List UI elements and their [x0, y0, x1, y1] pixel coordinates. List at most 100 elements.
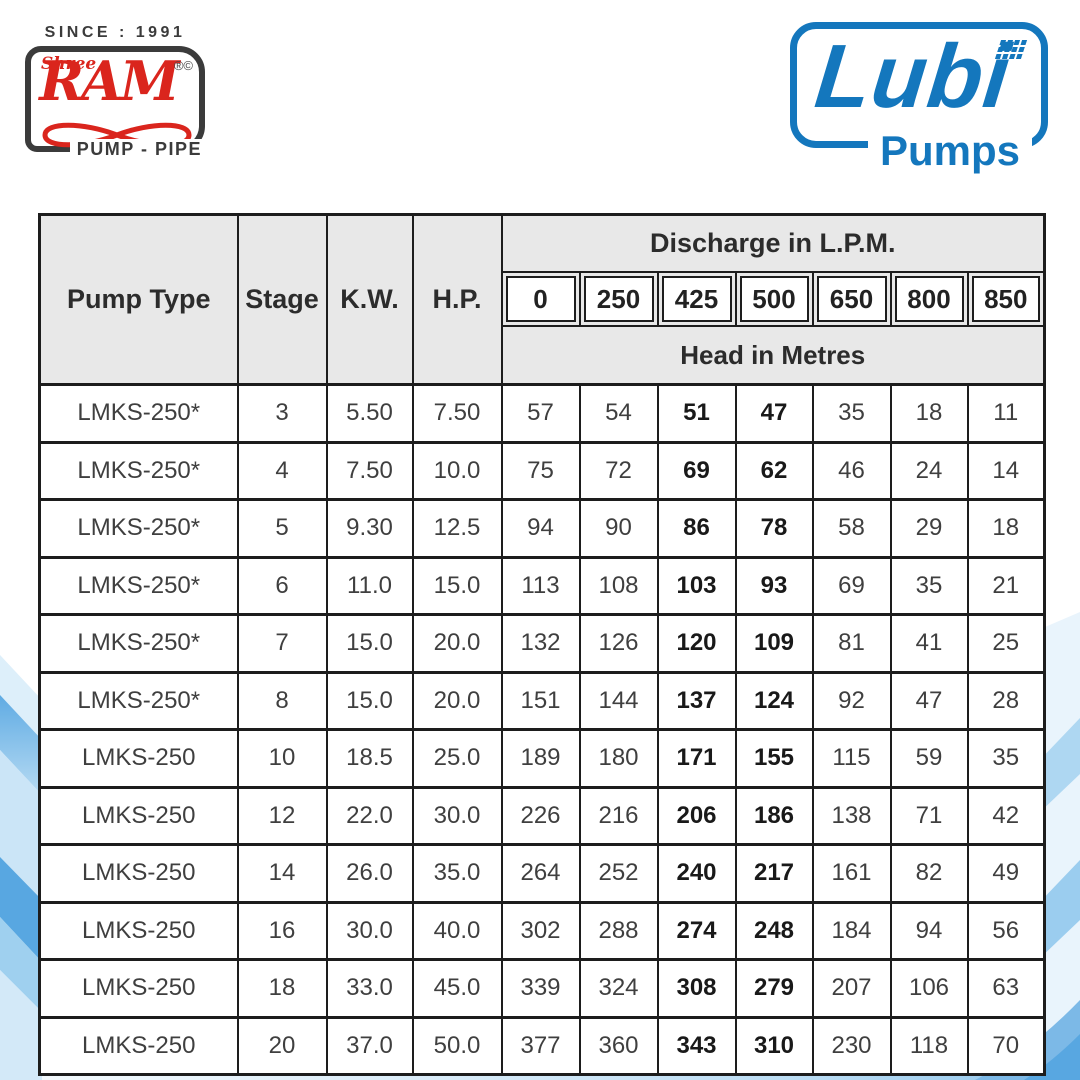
- hp-cell: 7.50: [411, 383, 503, 444]
- ram-wordmark: RAM: [39, 49, 180, 113]
- kw-cell: 7.50: [325, 440, 414, 501]
- head-value-cell: 308: [656, 958, 737, 1019]
- head-value-cell: 113: [500, 555, 581, 616]
- head-value-cell: 115: [811, 728, 892, 789]
- head-value-cell: 360: [578, 1015, 659, 1076]
- head-value-cell: 108: [578, 555, 659, 616]
- discharge-value: 500: [739, 276, 809, 322]
- head-value-cell: 42: [966, 785, 1046, 846]
- head-value-cell: 137: [656, 670, 737, 731]
- discharge-value-cell: 850: [966, 271, 1046, 327]
- stage-cell: 12: [236, 785, 328, 846]
- head-value-cell: 240: [656, 843, 737, 904]
- pump-type-cell: LMKS-250*: [38, 613, 239, 674]
- discharge-value-cell: 500: [734, 271, 814, 327]
- hp-cell: 30.0: [411, 785, 503, 846]
- head-value-cell: 206: [656, 785, 737, 846]
- head-value-cell: 216: [578, 785, 659, 846]
- column-header-stage: Stage: [236, 213, 328, 386]
- stage-cell: 8: [236, 670, 328, 731]
- head-value-cell: 57: [500, 383, 581, 444]
- head-value-cell: 78: [734, 498, 814, 559]
- head-value-cell: 70: [966, 1015, 1046, 1076]
- ram-logo-frame: Shree RAM ®© PUMP - PIPE: [25, 46, 209, 160]
- head-value-cell: 81: [811, 613, 892, 674]
- pump-type-cell: LMKS-250: [38, 785, 239, 846]
- table-row: LMKS-250* 3 5.50 7.50 57 54 51 47 35 18 11: [38, 383, 1046, 444]
- pump-type-cell: LMKS-250: [38, 958, 239, 1019]
- head-value-cell: 24: [889, 440, 969, 501]
- kw-cell: 15.0: [325, 613, 414, 674]
- table-row: LMKS-250* 7 15.0 20.0 132 126 120 109 81 41 25: [38, 613, 1046, 674]
- head-value-cell: 62: [734, 440, 814, 501]
- head-value-cell: 302: [500, 900, 581, 961]
- head-value-cell: 11: [966, 383, 1046, 444]
- head-value-cell: 252: [578, 843, 659, 904]
- head-value-cell: 184: [811, 900, 892, 961]
- hp-cell: 35.0: [411, 843, 503, 904]
- pump-pipe-tagline: PUMP - PIPE: [69, 139, 209, 160]
- pump-type-cell: LMKS-250*: [38, 498, 239, 559]
- head-value-cell: 324: [578, 958, 659, 1019]
- head-value-cell: 41: [889, 613, 969, 674]
- head-value-cell: 63: [966, 958, 1046, 1019]
- discharge-value: 650: [816, 276, 887, 322]
- table-row: LMKS-250* 5 9.30 12.5 94 90 86 78 58 29 18: [38, 498, 1046, 559]
- head-value-cell: 18: [966, 498, 1046, 559]
- head-value-cell: 118: [889, 1015, 969, 1076]
- stage-cell: 7: [236, 613, 328, 674]
- table-row: LMKS-250 10 18.5 25.0 189 180 171 155 115 59 35: [38, 728, 1046, 789]
- head-value-cell: 310: [734, 1015, 814, 1076]
- stage-cell: 18: [236, 958, 328, 1019]
- pump-spec-table: Pump Type Stage K.W. H.P. Discharge in L…: [38, 213, 1047, 1076]
- column-header-kw: K.W.: [325, 213, 414, 386]
- head-value-cell: 82: [889, 843, 969, 904]
- shree-text: Shree: [41, 54, 97, 74]
- head-value-cell: 93: [734, 555, 814, 616]
- head-value-cell: 132: [500, 613, 581, 674]
- head-value-cell: 92: [811, 670, 892, 731]
- table-row: LMKS-250 14 26.0 35.0 264 252 240 217 161 82 49: [38, 843, 1046, 904]
- kw-cell: 33.0: [325, 958, 414, 1019]
- kw-cell: 22.0: [325, 785, 414, 846]
- head-value-cell: 138: [811, 785, 892, 846]
- pump-type-cell: LMKS-250: [38, 843, 239, 904]
- kw-cell: 11.0: [325, 555, 414, 616]
- head-value-cell: 35: [966, 728, 1046, 789]
- head-value-cell: 151: [500, 670, 581, 731]
- column-header-pump-type: Pump Type: [38, 213, 239, 386]
- head-value-cell: 49: [966, 843, 1046, 904]
- head-value-cell: 207: [811, 958, 892, 1019]
- head-value-cell: 124: [734, 670, 814, 731]
- pump-type-cell: LMKS-250: [38, 900, 239, 961]
- stage-cell: 3: [236, 383, 328, 444]
- head-value-cell: 217: [734, 843, 814, 904]
- hp-cell: 15.0: [411, 555, 503, 616]
- head-value-cell: 343: [656, 1015, 737, 1076]
- kw-cell: 30.0: [325, 900, 414, 961]
- head-value-cell: 144: [578, 670, 659, 731]
- head-value-cell: 189: [500, 728, 581, 789]
- stage-cell: 20: [236, 1015, 328, 1076]
- head-value-cell: 21: [966, 555, 1046, 616]
- hp-cell: 12.5: [411, 498, 503, 559]
- head-value-cell: 75: [500, 440, 581, 501]
- head-value-cell: 279: [734, 958, 814, 1019]
- head-value-cell: 274: [656, 900, 737, 961]
- pump-type-cell: LMKS-250*: [38, 440, 239, 501]
- hp-cell: 25.0: [411, 728, 503, 789]
- head-value-cell: 69: [811, 555, 892, 616]
- stage-cell: 4: [236, 440, 328, 501]
- kw-cell: 9.30: [325, 498, 414, 559]
- pump-type-cell: LMKS-250*: [38, 383, 239, 444]
- head-value-cell: 161: [811, 843, 892, 904]
- table-row: LMKS-250* 4 7.50 10.0 75 72 69 62 46 24 14: [38, 440, 1046, 501]
- discharge-values-row: 0 250 425 500 650 800 850: [40, 271, 1046, 327]
- head-value-cell: 25: [966, 613, 1046, 674]
- registered-copyright-marks: ®©: [173, 58, 193, 73]
- head-value-cell: 103: [656, 555, 737, 616]
- hp-cell: 40.0: [411, 900, 503, 961]
- table-row: LMKS-250* 6 11.0 15.0 113 108 103 93 69 35 21: [38, 555, 1046, 616]
- pump-type-cell: LMKS-250: [38, 1015, 239, 1076]
